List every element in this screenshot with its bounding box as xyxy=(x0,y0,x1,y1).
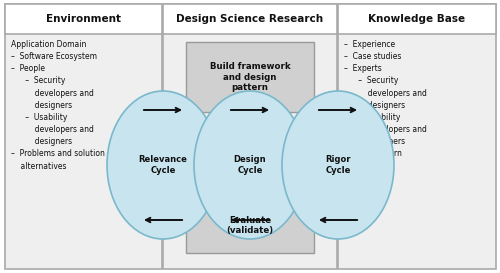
Bar xyxy=(163,4,337,269)
Ellipse shape xyxy=(194,91,306,239)
Bar xyxy=(5,4,162,269)
Text: Relevance
Cycle: Relevance Cycle xyxy=(138,155,188,175)
Text: Rigor
Cycle: Rigor Cycle xyxy=(325,155,351,175)
Text: Build framework
and design
pattern: Build framework and design pattern xyxy=(210,62,290,92)
Text: Design Science Research: Design Science Research xyxy=(176,14,324,24)
Text: Environment: Environment xyxy=(46,14,121,24)
Bar xyxy=(186,198,314,253)
Text: Design
Cycle: Design Cycle xyxy=(234,155,266,175)
Bar xyxy=(338,4,496,269)
Bar xyxy=(186,42,314,112)
Text: Application Domain
–  Software Ecosystem
–  People
      –  Security
          d: Application Domain – Software Ecosystem … xyxy=(11,40,105,171)
Text: –  Experience
–  Case studies
–  Experts
      –  Security
          developers : – Experience – Case studies – Experts – … xyxy=(344,40,427,171)
Ellipse shape xyxy=(282,91,394,239)
Bar xyxy=(338,4,496,34)
Ellipse shape xyxy=(107,91,219,239)
Text: Knowledge Base: Knowledge Base xyxy=(368,14,466,24)
Text: Evaluate
(validate): Evaluate (validate) xyxy=(226,216,274,235)
Bar xyxy=(5,4,162,34)
Bar xyxy=(163,4,337,34)
